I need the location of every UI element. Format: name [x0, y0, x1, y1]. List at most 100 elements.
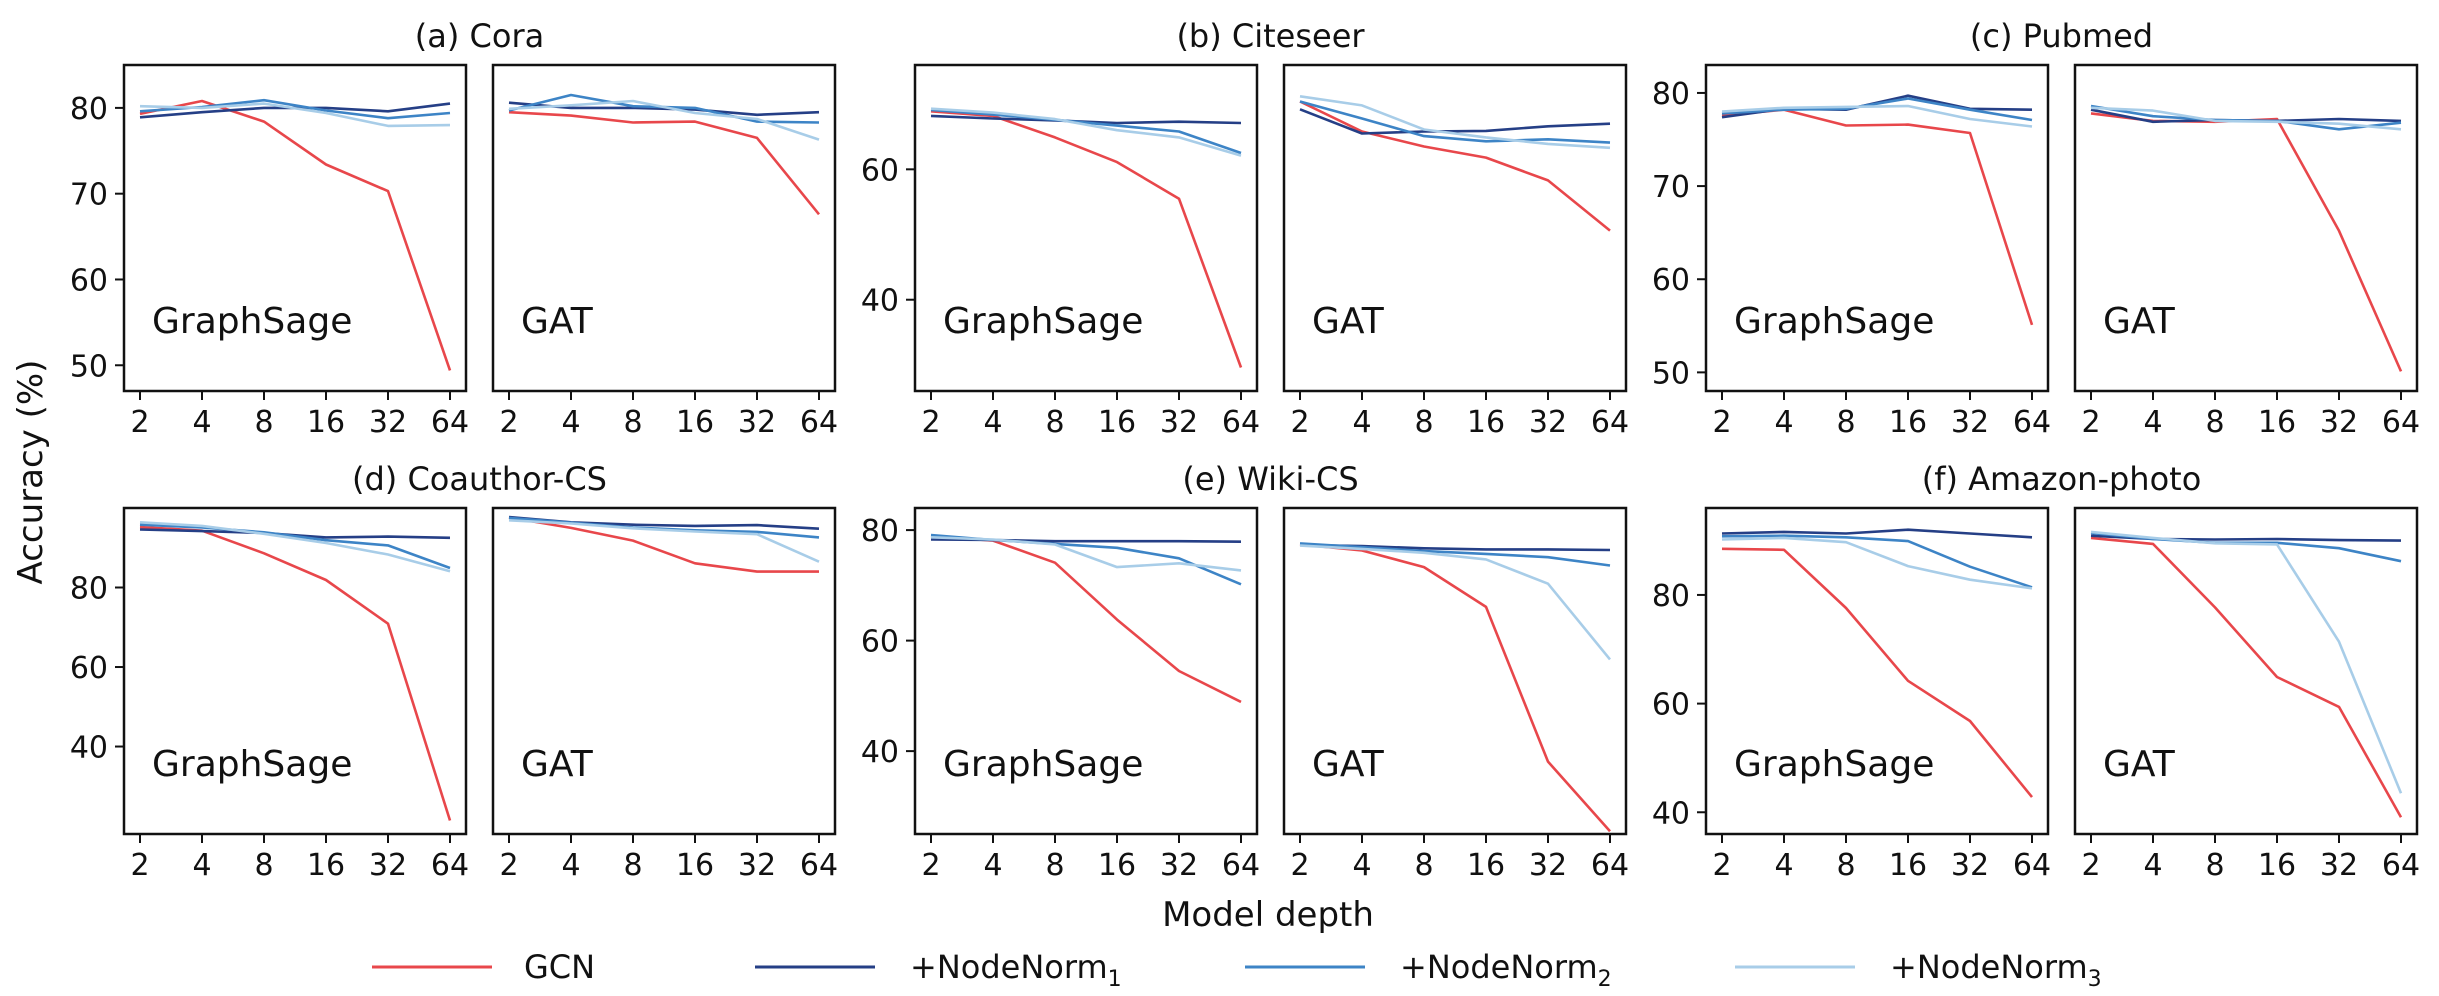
x-tick-label: 8	[1414, 405, 1433, 440]
series-line-gcn	[1299, 543, 1611, 833]
dataset-title: (d) Coauthor-CS	[352, 460, 607, 498]
y-tick-label: 40	[70, 731, 108, 766]
legend-entry-nn1: +NodeNorm1	[755, 948, 1122, 992]
plot-frame	[1282, 506, 1628, 836]
x-tick-label: 32	[1951, 405, 1989, 440]
dataset-group: (a) Cora 2 4 8 16 32 64 50 60 70 80 GraphSage 2 4 8 16 3…	[70, 17, 838, 440]
series-line-nn3	[139, 102, 451, 128]
x-tick-label: 16	[1098, 405, 1136, 440]
x-tick-label: 4	[2143, 405, 2162, 440]
x-tick-label: 64	[800, 848, 838, 883]
x-tick-label: 32	[1160, 848, 1198, 883]
subplot-panel: 2 4 8 16 32 64 GAT	[2073, 63, 2420, 440]
x-tick-label: 64	[2013, 848, 2051, 883]
model-label: GAT	[1312, 744, 1385, 785]
x-tick-label: 2	[130, 848, 149, 883]
x-tick-label: 4	[1352, 848, 1371, 883]
x-tick-label: 8	[623, 405, 642, 440]
x-tick-label: 64	[2382, 405, 2420, 440]
x-tick-label: 4	[561, 405, 580, 440]
series-line-nn1	[1299, 108, 1611, 135]
subplot-panel: 2 4 8 16 32 64 40 60 80 GraphSage	[861, 506, 1260, 883]
series-line-gcn	[139, 99, 452, 371]
y-tick-label: 50	[70, 349, 108, 384]
y-tick-label: 40	[1652, 796, 1690, 831]
x-tick-label: 16	[1467, 848, 1505, 883]
series-line-nn2	[1721, 534, 2033, 589]
series-line-nn3	[930, 107, 1242, 157]
x-tick-label: 32	[738, 848, 776, 883]
x-tick-label: 8	[1414, 848, 1433, 883]
series-line-gcn	[2090, 536, 2403, 818]
plot-frame	[913, 63, 1259, 393]
series-line-nn2	[1299, 100, 1611, 144]
series-line-nn3	[1299, 544, 1612, 661]
x-tick-label: 16	[2258, 405, 2296, 440]
plot-frame	[913, 506, 1259, 836]
series-line-nn3	[1299, 95, 1611, 150]
x-tick-label: 2	[921, 848, 940, 883]
model-label: GraphSage	[152, 301, 352, 342]
series-line-nn3	[508, 99, 820, 141]
x-tick-label: 4	[192, 405, 211, 440]
y-tick-label: 70	[1652, 170, 1690, 205]
series-line-gcn	[1299, 100, 1611, 232]
x-tick-label: 2	[1712, 848, 1731, 883]
x-tick-label: 4	[2143, 848, 2162, 883]
plot-frame	[2073, 506, 2419, 836]
dataset-group: (e) Wiki-CS 2 4 8 16 32 64 40 60 80 GraphSage 2 4 8 16…	[861, 460, 1629, 883]
x-tick-label: 4	[1352, 405, 1371, 440]
series-line-nn2	[139, 523, 451, 570]
plot-frame	[491, 506, 837, 836]
x-tick-label: 32	[1951, 848, 1989, 883]
legend-label: GCN	[524, 948, 595, 986]
series-line-nn1	[1721, 528, 2033, 539]
subplot-panel: 2 4 8 16 32 64 GAT	[1282, 506, 1629, 883]
series-line-nn3	[508, 519, 820, 563]
x-tick-label: 2	[921, 405, 940, 440]
series-line-gcn	[930, 534, 1242, 704]
x-tick-label: 16	[1467, 405, 1505, 440]
x-tick-label: 4	[1774, 848, 1793, 883]
x-tick-label: 4	[192, 848, 211, 883]
x-tick-label: 64	[2013, 405, 2051, 440]
series-line-gcn	[1721, 108, 2034, 326]
x-tick-label: 64	[2382, 848, 2420, 883]
legend-label-text: GCN	[524, 948, 595, 986]
y-tick-label: 50	[1652, 356, 1690, 391]
subplot-panel: 2 4 8 16 32 64 50 60 70 80 GraphSage	[70, 63, 469, 440]
x-tick-label: 16	[307, 848, 345, 883]
y-tick-label: 60	[1652, 263, 1690, 298]
x-tick-label: 16	[307, 405, 345, 440]
y-tick-label: 40	[861, 284, 899, 319]
y-tick-label: 80	[1652, 77, 1690, 112]
x-tick-label: 32	[1160, 405, 1198, 440]
x-tick-label: 2	[2081, 848, 2100, 883]
x-axis-label: Model depth	[1162, 895, 1374, 935]
model-label: GAT	[2103, 301, 2176, 342]
subplot-panel: 2 4 8 16 32 64 GAT	[491, 506, 838, 883]
plot-frame	[2073, 63, 2419, 393]
series-line-gcn	[1721, 547, 2034, 798]
dataset-title: (c) Pubmed	[1970, 17, 2153, 55]
x-tick-label: 8	[1836, 848, 1855, 883]
model-label: GraphSage	[1734, 301, 1934, 342]
x-tick-label: 64	[1591, 848, 1629, 883]
subplot-panel: 2 4 8 16 32 64 GAT	[1282, 63, 1629, 440]
plot-frame	[1704, 63, 2050, 393]
x-tick-label: 32	[738, 405, 776, 440]
subplot-panel: 2 4 8 16 32 64 50 60 70 80 GraphSage	[1652, 63, 2051, 440]
y-axis-label: Accuracy (%)	[11, 360, 51, 585]
dataset-group: (d) Coauthor-CS2 4 8 16 32 64406080GraphSage2…	[70, 460, 838, 883]
y-tick-label: 80	[70, 92, 108, 127]
x-tick-label: 64	[1222, 848, 1260, 883]
plot-frame	[1704, 506, 2050, 836]
dataset-title: (e) Wiki-CS	[1182, 460, 1358, 498]
x-tick-label: 64	[1222, 405, 1260, 440]
legend-label: +NodeNorm3	[1890, 948, 2102, 992]
x-tick-label: 2	[1712, 405, 1731, 440]
series-line-nn3	[139, 521, 451, 573]
legend-label-subscript: 3	[2088, 967, 2102, 992]
